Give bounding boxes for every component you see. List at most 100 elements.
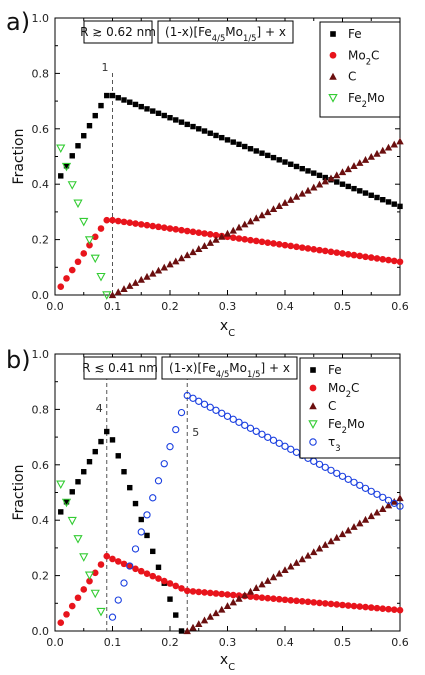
data-point (183, 227, 191, 235)
data-point (201, 128, 208, 134)
data-point (69, 153, 75, 159)
data-point (160, 577, 168, 585)
data-point (115, 453, 121, 459)
data-point (321, 541, 329, 548)
chart-panel-1: a) 0.0 0.1 0.2 0.3 0.4 0.5 0.6 0.0 0.2 0.4 0.6 0.8 1.… (6, 8, 409, 339)
data-point (356, 252, 364, 260)
data-point (143, 221, 151, 229)
data-point (339, 601, 346, 609)
data-point (207, 130, 213, 136)
data-point (241, 236, 249, 243)
data-point (75, 143, 81, 149)
data-point (356, 519, 364, 527)
data-point (138, 103, 144, 110)
series-fe2mo (56, 144, 112, 300)
data-point (201, 230, 208, 237)
data-point (356, 159, 364, 166)
y-tick-label: 0.4 (32, 514, 50, 527)
data-point (213, 132, 219, 139)
data-point (281, 199, 289, 206)
data-point (390, 257, 398, 265)
data-point (304, 551, 312, 559)
data-point (390, 606, 398, 614)
data-point (73, 199, 83, 209)
data-point (327, 174, 335, 182)
data-point (304, 186, 312, 194)
data-point (333, 249, 341, 256)
data-point (150, 548, 156, 555)
data-point (350, 478, 358, 486)
data-point (229, 226, 237, 234)
data-point (98, 438, 104, 445)
x-tick-label: 0.5 (334, 636, 352, 649)
legend-entry: Fe2Mo (348, 91, 385, 109)
data-point (58, 509, 64, 515)
data-point (241, 591, 249, 599)
data-point (258, 580, 266, 588)
data-point (242, 143, 248, 150)
data-point (201, 589, 208, 596)
radius-label: R ≳ 0.62 nm (80, 25, 156, 39)
data-point (230, 139, 236, 145)
data-point (316, 246, 323, 254)
data-point (96, 272, 106, 282)
data-point (367, 152, 375, 160)
y-tick-label: 0.8 (32, 403, 50, 416)
data-point (298, 555, 306, 563)
legend: Fe Mo2C C Fe2Mo (319, 21, 401, 118)
data-point (229, 591, 237, 599)
data-point (333, 171, 341, 179)
data-point (321, 463, 329, 471)
data-point (120, 560, 128, 568)
legend-entry: Fe (328, 363, 342, 377)
x-tick-label: 0.2 (161, 636, 179, 649)
radius-label: R ≲ 0.41 nm (82, 361, 158, 375)
data-point (287, 562, 295, 570)
data-point (270, 595, 277, 603)
data-point (98, 102, 104, 109)
data-point (304, 598, 312, 606)
y-tick-label: 0.6 (32, 459, 50, 472)
data-point (252, 214, 260, 222)
data-point (96, 607, 106, 617)
legend-marker (309, 402, 317, 410)
data-point (327, 466, 335, 474)
data-point (166, 580, 174, 587)
data-point (356, 603, 364, 610)
data-point (67, 181, 77, 190)
data-point (167, 115, 173, 121)
x-tick-label: 0.3 (219, 636, 237, 649)
y-tick-label: 0.2 (32, 234, 50, 247)
data-point (269, 205, 278, 213)
vertical-line-label: 1 (102, 61, 109, 74)
data-point (155, 575, 162, 582)
legend-entry: Fe (348, 27, 362, 41)
data-point (396, 258, 404, 266)
data-point (304, 245, 312, 252)
data-point (173, 117, 179, 123)
data-point (292, 448, 301, 456)
data-point (339, 250, 346, 257)
data-point (61, 498, 72, 508)
data-point (367, 487, 375, 495)
data-point (384, 501, 393, 509)
data-point (167, 596, 173, 602)
data-point (80, 250, 88, 257)
data-point (362, 253, 369, 261)
data-point (178, 628, 185, 634)
data-point (132, 565, 139, 573)
legend-marker (309, 438, 317, 446)
data-point (63, 499, 70, 505)
data-point (321, 600, 329, 607)
data-point (351, 185, 357, 192)
x-tick-label: 0.6 (391, 300, 409, 313)
formula-label: (1-x)[Fe4/5Mo1/5] + x (165, 25, 286, 43)
data-point (380, 197, 386, 203)
data-point (235, 235, 243, 242)
data-point (67, 516, 77, 526)
data-point (373, 149, 381, 157)
x-tick-label: 0.3 (219, 300, 237, 313)
data-point (132, 220, 139, 227)
